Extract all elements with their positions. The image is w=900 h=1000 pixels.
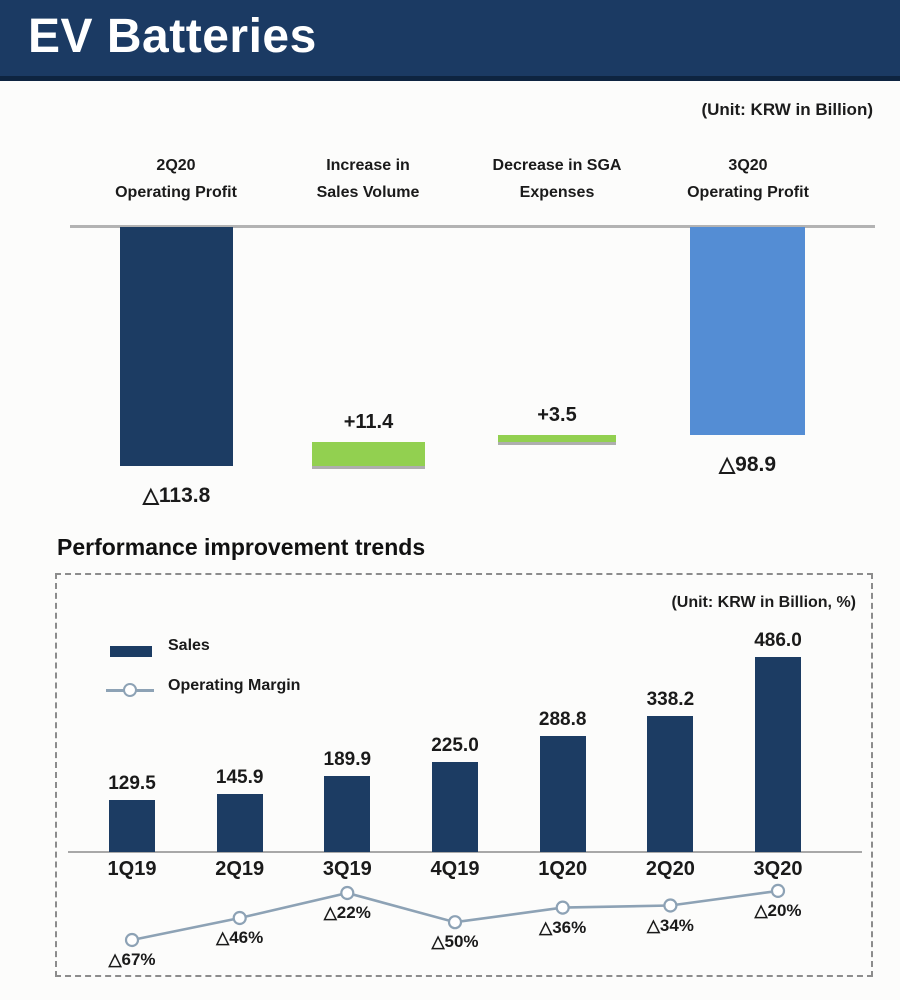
x-axis-label-0: 1Q19 <box>107 858 157 880</box>
sales-value-label-4: 288.8 <box>538 709 587 731</box>
column-label-line: Operating Profit <box>115 184 237 201</box>
x-axis-label-2: 3Q19 <box>322 858 372 880</box>
unit-note-waterfall: (Unit: KRW in Billion) <box>701 100 873 119</box>
waterfall-baseline <box>70 225 875 228</box>
operating-margin-label-0: △67% <box>108 950 156 969</box>
sales-bar-5 <box>647 716 694 852</box>
column-label-line: Expenses <box>519 184 595 201</box>
sales-value-label-3: 225.0 <box>431 734 479 756</box>
unit-note-trends: (Unit: KRW in Billion, %) <box>671 594 856 611</box>
operating-margin-label-6: △20% <box>754 900 802 920</box>
operating-margin-label-4: △36% <box>539 917 587 937</box>
sales-bar-2 <box>324 775 371 852</box>
waterfall-bar-0 <box>120 227 233 466</box>
waterfall-column-label-2q20: 2Q20 Operating Profit <box>81 152 271 206</box>
waterfall-bar-2 <box>498 434 616 446</box>
x-axis-label-4: 1Q20 <box>538 858 588 880</box>
x-axis-label-1: 2Q19 <box>215 858 265 880</box>
operating-margin-label-3: △50% <box>431 932 479 952</box>
operating-margin-label-2: △22% <box>323 903 371 922</box>
x-axis-label-3: 4Q19 <box>430 858 480 880</box>
column-label-line: Increase in <box>326 157 410 174</box>
sales-bar-1 <box>216 793 263 852</box>
legend-operating-margin-label: Operating Margin <box>168 677 301 694</box>
waterfall-bar-label-1: +11.4 <box>343 411 394 433</box>
page-title: EV Batteries <box>28 10 317 63</box>
waterfall-bar-3 <box>690 227 805 435</box>
legend-sales-label: Sales <box>168 637 210 654</box>
waterfall-column-label-sales-volume: Increase in Sales Volume <box>273 152 463 206</box>
waterfall-bar-label-0: △113.8 <box>142 484 211 507</box>
sales-bar-0 <box>109 800 155 852</box>
sales-bar-6 <box>755 657 801 852</box>
page-header: EV Batteries <box>0 0 900 81</box>
sales-value-label-6: 486.0 <box>754 630 802 652</box>
waterfall-bar-1 <box>312 442 425 469</box>
legend-sales-swatch <box>110 646 152 657</box>
column-label-line: Operating Profit <box>687 184 809 201</box>
waterfall-bar-label-2: +3.5 <box>537 403 577 426</box>
trend-baseline <box>68 851 862 853</box>
waterfall-bar-label-3: △98.9 <box>718 452 777 476</box>
x-axis-label-6: 3Q20 <box>753 858 803 880</box>
column-label-line: 2Q20 <box>156 157 196 174</box>
column-label-line: Decrease in SGA <box>492 157 622 174</box>
sales-value-label-5: 338.2 <box>646 689 695 711</box>
column-label-line: 3Q20 <box>728 157 768 174</box>
legend-line-marker-icon <box>123 683 137 697</box>
waterfall-column-label-3q20: 3Q20 Operating Profit <box>653 152 843 206</box>
trends-panel <box>55 573 873 977</box>
sales-value-label-2: 189.9 <box>323 748 372 770</box>
sales-bar-3 <box>432 761 478 852</box>
operating-margin-label-5: △34% <box>646 915 694 935</box>
column-label-line: Sales Volume <box>316 184 420 201</box>
sales-bar-4 <box>539 736 586 852</box>
trends-section-title: Performance improvement trends <box>57 534 426 560</box>
sales-value-label-1: 145.9 <box>215 766 264 788</box>
waterfall-column-label-sga: Decrease in SGA Expenses <box>462 152 652 206</box>
operating-margin-label-1: △46% <box>216 928 264 947</box>
sales-value-label-0: 129.5 <box>108 773 156 795</box>
x-axis-label-5: 2Q20 <box>645 858 695 880</box>
